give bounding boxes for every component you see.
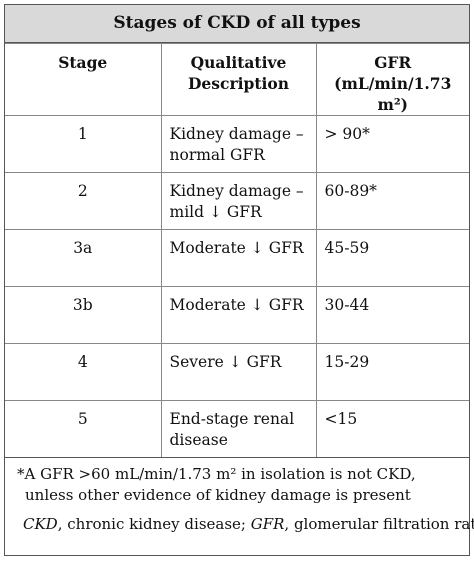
table-cell: Moderate ↓ GFR [160, 229, 317, 287]
header-line: Qualitative [190, 53, 287, 72]
table-cell: 5 [5, 400, 162, 458]
table-cell: <15 [315, 400, 469, 458]
table-cell: > 90* [315, 115, 469, 173]
table-cell: 3b [5, 286, 162, 344]
table-title: Stages of CKD of all types [5, 5, 469, 43]
footnote: *A GFR >60 mL/min/1.73 m² in isolation i… [17, 465, 416, 504]
footnotes: *A GFR >60 mL/min/1.73 m² in isolation i… [5, 458, 474, 535]
table-cell: 4 [5, 343, 162, 401]
table-box: Stages of CKD of all types Stage Qualitat… [4, 4, 474, 556]
header-row: Stage Qualitative Description GFR (mL/min/1.… [5, 43, 469, 116]
table-row: 4 Severe ↓ GFR 15-29 [5, 343, 469, 401]
table-cell: End-stage renal disease [160, 400, 317, 458]
table-row: 1 Kidney damage – normal GFR > 90* [5, 115, 469, 173]
header-line: Description [187, 74, 289, 93]
header-cell: GFR (mL/min/1.73 m²) [315, 43, 469, 116]
ckd-table: Stage Qualitative Description GFR (mL/min/1.… [5, 43, 469, 458]
table-cell: Moderate ↓ GFR [160, 286, 317, 344]
table-cell: Kidney damage – normal GFR [160, 115, 317, 173]
header-line: GFR [374, 53, 412, 72]
table-row: 5 End-stage renal disease <15 [5, 400, 469, 458]
table-cell: 30-44 [315, 286, 469, 344]
table-cell: Severe ↓ GFR [160, 343, 317, 401]
table-cell: Kidney damage – mild ↓ GFR [160, 172, 317, 230]
abbreviation-definition: , chronic kidney disease; [57, 515, 251, 533]
abbreviation-definition: , glomerular filtration rate [284, 515, 474, 533]
table-cell: 3a [5, 229, 162, 287]
abbreviation: GFR [250, 515, 285, 533]
abbreviation: CKD [23, 515, 58, 533]
table-cell: 1 [5, 115, 162, 173]
table-row: 2 Kidney damage – mild ↓ GFR 60-89* [5, 172, 469, 230]
table-row: 3b Moderate ↓ GFR 30-44 [5, 286, 469, 344]
header-line: (mL/min/1.73 m²) [334, 74, 452, 114]
table-cell: 2 [5, 172, 162, 230]
table-cell: 60-89* [315, 172, 469, 230]
table-cell: 45-59 [315, 229, 469, 287]
abbreviations: CKD, chronic kidney disease; GFR, glomer… [11, 514, 474, 535]
header-cell: Stage [5, 43, 162, 116]
header-cell: Qualitative Description [160, 43, 317, 116]
table-cell: 15-29 [315, 343, 469, 401]
table-row: 3a Moderate ↓ GFR 45-59 [5, 229, 469, 287]
header-line: Stage [58, 53, 108, 72]
